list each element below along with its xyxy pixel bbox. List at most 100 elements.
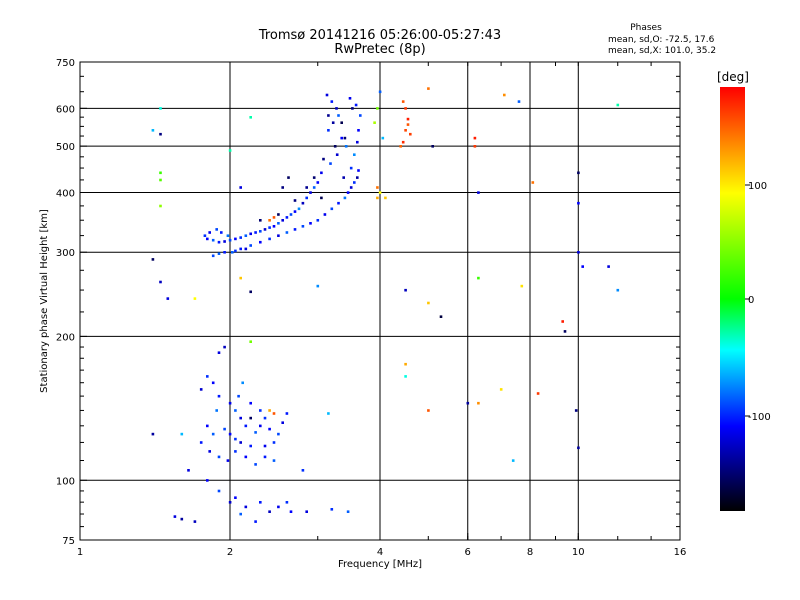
data-point	[268, 510, 271, 513]
data-point	[399, 145, 402, 148]
stats-o-mode: mean, sd,O: -72.5, 17.6	[608, 35, 715, 45]
x-axis-label: Frequency [MHz]	[338, 559, 422, 570]
y-tick-label: 75	[62, 536, 75, 547]
chart-subtitle: RwPretec (8p)	[334, 42, 425, 57]
colorbar-label: [deg]	[717, 70, 749, 84]
data-point	[259, 230, 262, 233]
data-point	[376, 196, 379, 200]
data-point	[404, 288, 407, 292]
data-point	[376, 186, 379, 189]
data-point	[259, 409, 262, 412]
colorbar-gradient	[720, 87, 745, 511]
data-point	[520, 284, 524, 288]
data-point	[249, 232, 252, 236]
data-point	[217, 240, 221, 244]
data-point	[381, 136, 385, 140]
data-point	[344, 145, 348, 148]
data-point	[616, 288, 620, 292]
data-point	[346, 191, 350, 194]
data-point	[193, 297, 197, 300]
data-point	[337, 201, 340, 205]
data-point	[263, 416, 267, 420]
data-point	[249, 416, 252, 420]
data-point	[607, 265, 610, 268]
data-point	[268, 226, 271, 229]
data-point	[285, 501, 289, 504]
data-point	[281, 219, 284, 222]
data-point	[301, 201, 305, 205]
data-point	[180, 432, 184, 436]
data-point	[289, 510, 293, 513]
data-point	[616, 103, 620, 107]
data-point	[217, 489, 221, 493]
data-point	[215, 228, 218, 231]
data-point	[301, 469, 305, 472]
data-point	[241, 381, 244, 385]
data-point	[217, 351, 221, 354]
data-points	[151, 87, 620, 523]
x-tick-label: 6	[465, 547, 471, 558]
data-point	[206, 424, 209, 428]
data-point	[259, 240, 262, 244]
data-point	[353, 153, 356, 156]
data-point	[357, 169, 360, 172]
data-point	[263, 228, 267, 231]
data-point	[159, 132, 162, 136]
x-tick-label: 16	[674, 547, 687, 558]
y-axis-label: Stationary phase Virtual Height [km]	[39, 209, 50, 393]
data-point	[330, 207, 334, 211]
data-point	[373, 121, 376, 124]
data-point	[404, 375, 407, 378]
data-point	[272, 216, 276, 219]
data-point	[220, 231, 223, 234]
data-point	[234, 450, 237, 453]
data-point	[406, 117, 410, 121]
colorbar: [deg] 100 0 -100	[717, 70, 771, 511]
data-point	[337, 114, 340, 117]
data-point	[327, 129, 330, 132]
data-point	[378, 191, 382, 194]
data-point	[206, 237, 209, 241]
data-point	[239, 416, 242, 420]
data-point	[211, 381, 215, 385]
data-point	[577, 201, 580, 205]
data-point	[234, 409, 237, 412]
data-point	[249, 116, 252, 119]
data-point	[401, 100, 405, 103]
data-point	[466, 401, 470, 405]
data-point	[401, 140, 405, 144]
data-point	[180, 517, 184, 521]
data-point	[376, 107, 379, 110]
data-point	[439, 315, 443, 318]
data-point	[206, 479, 209, 482]
data-point	[349, 186, 353, 189]
data-point	[254, 463, 257, 466]
data-point	[427, 409, 430, 412]
data-point	[244, 505, 248, 509]
data-point	[268, 237, 271, 241]
data-point	[305, 510, 308, 513]
data-point	[281, 421, 284, 424]
data-point	[331, 121, 335, 124]
data-point	[517, 100, 521, 103]
x-tick-label: 8	[527, 547, 533, 558]
stats-x-mode: mean, sd,X: 101.0, 35.2	[608, 46, 716, 56]
data-point	[254, 431, 257, 434]
x-tick-label: 4	[377, 547, 383, 558]
data-point	[511, 459, 515, 462]
data-point	[335, 107, 338, 110]
data-point	[312, 176, 316, 179]
data-point	[343, 196, 347, 200]
data-point	[563, 330, 567, 333]
stats-title: Phases	[630, 23, 662, 33]
data-point	[473, 145, 477, 148]
data-point	[199, 441, 203, 444]
data-point	[272, 225, 276, 228]
data-point	[223, 251, 226, 254]
x-axis-ticks: 1 2 4 6 8 10 16	[77, 62, 687, 558]
data-point	[249, 290, 252, 294]
data-point	[354, 103, 358, 107]
y-tick-label: 300	[56, 248, 75, 259]
data-point	[316, 284, 320, 288]
